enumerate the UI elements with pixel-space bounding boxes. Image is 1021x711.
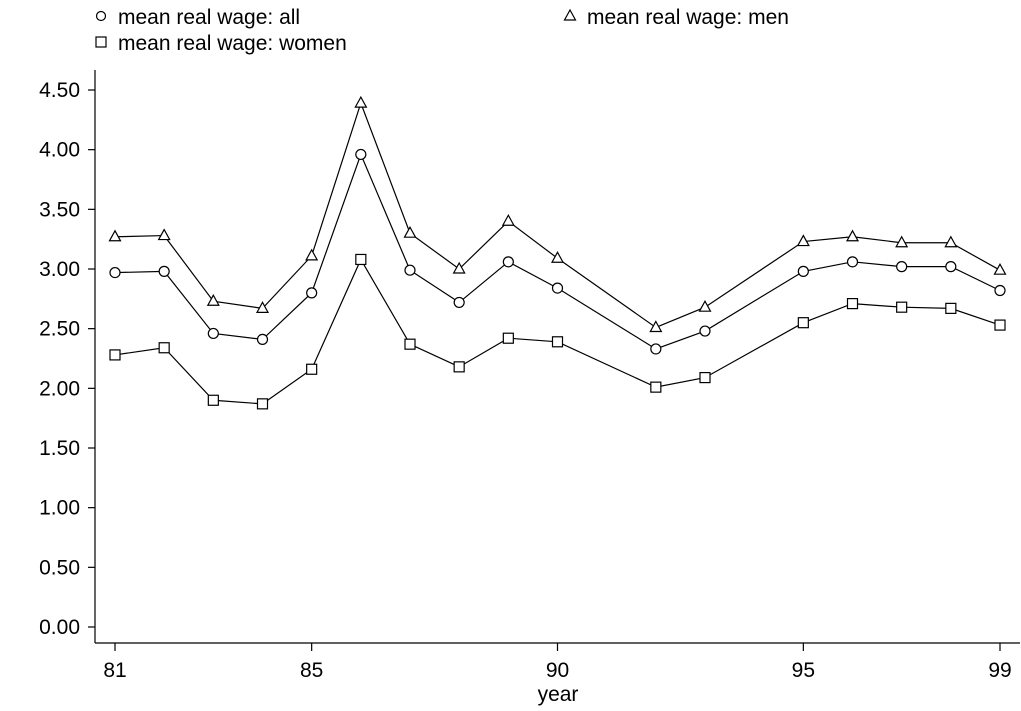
data-point xyxy=(453,296,465,309)
data-point xyxy=(650,343,662,355)
data-point xyxy=(797,317,809,329)
data-point xyxy=(699,325,711,337)
data-point xyxy=(896,261,908,273)
data-point xyxy=(256,398,269,410)
data-point xyxy=(501,214,515,226)
legend-marker xyxy=(95,10,107,22)
y-tick-label: 1.00 xyxy=(39,497,80,520)
data-point xyxy=(550,251,565,263)
data-point xyxy=(994,319,1006,331)
data-point xyxy=(896,301,908,313)
y-tick-label: 1.50 xyxy=(39,437,80,460)
data-point xyxy=(306,287,318,299)
data-point xyxy=(945,302,957,314)
data-point xyxy=(157,228,171,241)
data-point xyxy=(846,298,859,310)
data-point xyxy=(109,266,121,279)
series-group xyxy=(108,95,1007,410)
data-point xyxy=(158,265,170,277)
axes xyxy=(94,70,1020,644)
data-point xyxy=(305,248,319,261)
data-point xyxy=(109,349,121,361)
data-point xyxy=(355,148,367,161)
y-tick-label: 0.00 xyxy=(39,616,80,639)
y-tick-label: 3.50 xyxy=(39,198,80,221)
data-point xyxy=(699,371,711,384)
data-point xyxy=(698,299,712,312)
y-tick-label: 0.50 xyxy=(39,556,80,579)
data-point xyxy=(650,381,662,393)
legend-label: mean real wage: all xyxy=(118,6,300,29)
series-line xyxy=(114,258,1001,405)
series-line xyxy=(114,101,1001,329)
data-point xyxy=(993,262,1007,275)
y-tick-label: 4.50 xyxy=(39,79,80,102)
data-point xyxy=(404,264,416,276)
legend-label: mean real wage: women xyxy=(118,32,347,55)
data-point xyxy=(845,229,860,242)
legend-item: mean real wage: all xyxy=(95,6,300,29)
legend-marker xyxy=(95,36,107,48)
data-point xyxy=(502,256,514,268)
y-tick-label: 3.00 xyxy=(39,258,80,281)
data-point xyxy=(846,256,859,268)
data-point xyxy=(502,332,514,344)
data-point xyxy=(796,234,810,247)
data-point xyxy=(158,342,170,354)
series-circle xyxy=(109,148,1006,355)
data-point xyxy=(404,338,416,350)
data-point xyxy=(354,95,368,108)
x-tick-label: 81 xyxy=(103,659,126,682)
legend-marker xyxy=(563,8,577,21)
x-tick-label: 90 xyxy=(546,659,569,682)
y-tick-label: 4.00 xyxy=(39,139,80,162)
data-point xyxy=(944,235,958,248)
series-triangle xyxy=(108,95,1007,333)
data-point xyxy=(206,293,220,306)
data-point xyxy=(403,225,417,238)
data-point xyxy=(551,336,564,348)
y-ticks: 0.00 0.50 1.00 1.50 2.00 2.50 3.00 3.50 4.00 4.50 xyxy=(39,79,95,639)
data-point xyxy=(355,253,367,266)
x-tick-label: 99 xyxy=(988,659,1011,682)
series-square xyxy=(109,253,1006,410)
data-point xyxy=(207,327,219,340)
y-tick-label: 2.50 xyxy=(39,318,80,341)
x-tick-label: 85 xyxy=(300,659,323,682)
x-ticks: 81 85 90 95 99 xyxy=(103,643,1012,682)
data-point xyxy=(207,394,219,406)
legend-item: mean real wage: men xyxy=(563,6,789,29)
data-point xyxy=(453,361,465,373)
data-point xyxy=(256,333,269,346)
data-point xyxy=(994,284,1006,297)
data-point xyxy=(452,261,466,274)
x-tick-label: 95 xyxy=(792,659,815,682)
data-point xyxy=(797,265,809,277)
data-point xyxy=(255,301,270,313)
legend-label: mean real wage: men xyxy=(587,6,789,29)
y-tick-label: 2.00 xyxy=(39,377,80,400)
legend: mean real wage: all mean real wage: men me… xyxy=(95,6,789,55)
legend-item: mean real wage: women xyxy=(95,32,347,55)
data-point xyxy=(306,363,318,375)
x-axis-title: year xyxy=(538,683,579,706)
data-point xyxy=(649,320,663,333)
data-point xyxy=(108,229,122,242)
data-point xyxy=(551,282,564,294)
data-point xyxy=(945,261,957,273)
data-point xyxy=(895,235,909,248)
